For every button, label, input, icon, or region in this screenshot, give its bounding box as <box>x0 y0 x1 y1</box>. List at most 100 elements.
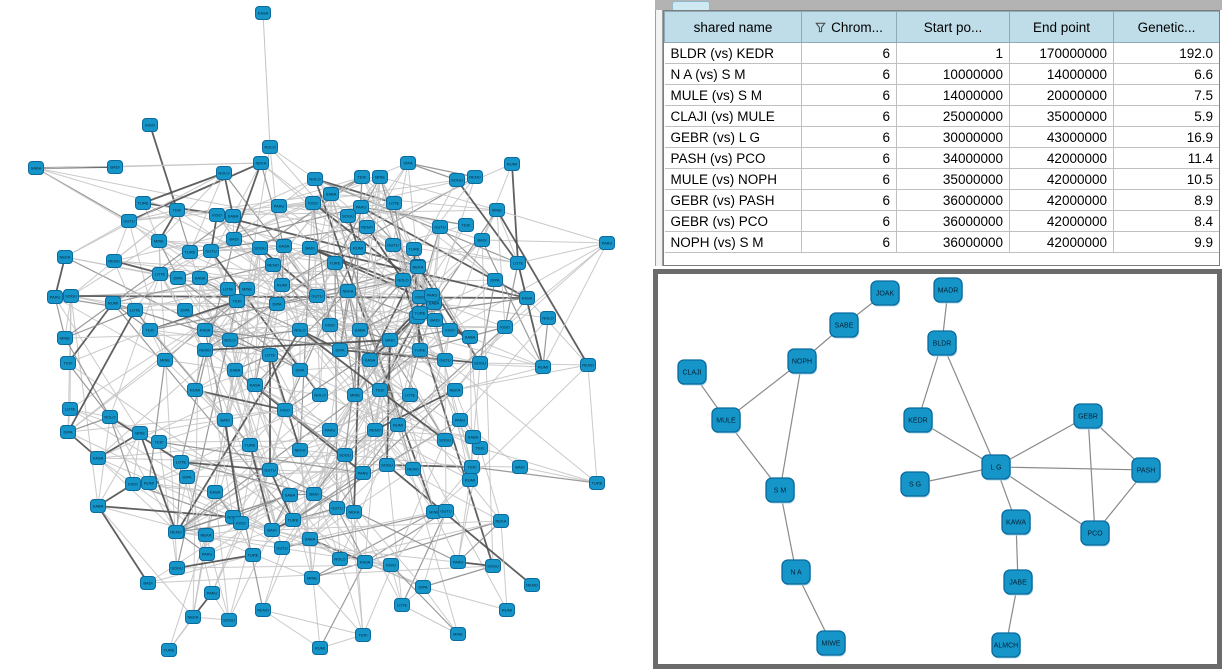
network-node[interactable]: DIPA <box>292 363 308 377</box>
network-edge[interactable] <box>526 297 589 366</box>
network-node[interactable]: MINE <box>304 571 320 585</box>
network-node[interactable]: DIPA <box>487 273 503 287</box>
network-edge[interactable] <box>284 339 391 411</box>
network-edge[interactable] <box>419 297 528 314</box>
network-edge[interactable] <box>139 432 177 533</box>
network-edge[interactable] <box>379 176 498 211</box>
network-edge[interactable] <box>311 520 502 579</box>
network-node[interactable]: SABA <box>323 187 339 201</box>
network-node[interactable]: NEKA <box>185 610 201 624</box>
network-node[interactable]: TURE <box>161 643 177 657</box>
network-edge[interactable] <box>504 326 544 368</box>
column-header-genetic-[interactable]: Genetic... <box>1113 11 1219 43</box>
network-edge[interactable] <box>449 242 608 331</box>
network-node[interactable]: PARU <box>47 290 63 304</box>
network-edge[interactable] <box>995 466 1096 534</box>
network-node[interactable]: GUTU <box>329 501 345 515</box>
network-node[interactable]: KISO <box>233 516 249 530</box>
table-cell[interactable]: 10000000 <box>896 63 1010 85</box>
network-node[interactable]: RENO <box>405 462 421 476</box>
network-edge[interactable] <box>439 226 496 281</box>
network-edge[interactable] <box>67 329 151 364</box>
network-node[interactable]: PARU <box>204 586 220 600</box>
network-node[interactable]: NOLO <box>262 140 278 154</box>
network-node[interactable]: RENO <box>106 254 122 268</box>
network-edge[interactable] <box>97 432 141 507</box>
network-edge[interactable] <box>269 469 364 474</box>
network-edge[interactable] <box>284 247 359 411</box>
network-node[interactable]: KAWA <box>1001 509 1031 536</box>
network-edge[interactable] <box>149 124 178 211</box>
network-edge[interactable] <box>311 511 435 579</box>
network-edge[interactable] <box>339 558 364 636</box>
table-cell[interactable]: 20000000 <box>1009 84 1114 106</box>
network-edge[interactable] <box>517 242 608 264</box>
network-edge[interactable] <box>224 409 286 421</box>
network-edge[interactable] <box>329 349 341 431</box>
network-node[interactable]: TEKI <box>372 383 388 397</box>
network-edge[interactable] <box>299 329 411 396</box>
network-edge[interactable] <box>347 290 456 391</box>
network-node[interactable]: NEKA <box>253 156 269 170</box>
network-node[interactable]: RUMI <box>390 418 406 432</box>
network-node[interactable]: NOLO <box>307 172 323 186</box>
network-edge[interactable] <box>542 317 549 368</box>
network-node[interactable]: TURE <box>589 476 605 490</box>
network-edge[interactable] <box>134 288 229 311</box>
network-edge[interactable] <box>386 464 533 586</box>
network-node[interactable]: KISO <box>305 196 321 210</box>
network-edge[interactable] <box>192 288 248 618</box>
table-cell[interactable]: 42000000 <box>1009 210 1114 232</box>
network-edge[interactable] <box>369 359 502 522</box>
network-node[interactable]: KASA <box>255 6 271 20</box>
network-edge[interactable] <box>339 424 399 560</box>
network-edge[interactable] <box>419 349 461 421</box>
network-node[interactable]: JOAK <box>870 280 900 307</box>
network-edge[interactable] <box>236 300 301 331</box>
table-row[interactable]: NOPH (vs) S M 6 36000000 42000000 9.9 <box>664 231 1219 253</box>
network-node[interactable]: RUMI <box>504 157 520 171</box>
network-node[interactable]: RENO <box>197 343 213 357</box>
network-edge[interactable] <box>176 564 392 569</box>
network-edge[interactable] <box>379 389 388 466</box>
network-edge[interactable] <box>344 454 473 468</box>
network-edge[interactable] <box>232 162 262 217</box>
network-edge[interactable] <box>205 534 494 567</box>
network-edge[interactable] <box>354 394 435 513</box>
network-node[interactable]: RUMI <box>350 241 366 255</box>
table-cell[interactable]: 14000000 <box>896 84 1010 106</box>
network-edge[interactable] <box>369 359 544 368</box>
network-node[interactable]: KISO <box>383 558 399 572</box>
network-node[interactable]: KASA <box>519 291 535 305</box>
network-edge[interactable] <box>479 447 598 484</box>
network-node[interactable]: NOLO <box>540 311 556 325</box>
network-node[interactable]: S G <box>900 471 930 498</box>
network-edge[interactable] <box>206 529 273 555</box>
network-node[interactable]: MIWE <box>816 630 846 657</box>
network-edge[interactable] <box>204 319 436 331</box>
network-edge[interactable] <box>148 359 166 484</box>
network-edge[interactable] <box>329 394 411 431</box>
network-edge[interactable] <box>148 482 207 536</box>
network-node[interactable]: NOLO <box>395 273 411 287</box>
network-edge[interactable] <box>223 172 234 217</box>
network-node[interactable]: KASA <box>192 271 208 285</box>
column-header-chrom-[interactable]: Chrom... <box>801 11 897 43</box>
network-node[interactable]: MINE <box>450 627 466 641</box>
network-node[interactable]: LOTE <box>152 267 168 281</box>
network-node[interactable]: RENO <box>524 578 540 592</box>
network-node[interactable]: TURE <box>245 548 261 562</box>
network-edge[interactable] <box>469 364 589 481</box>
network-edge[interactable] <box>344 454 364 636</box>
network-node[interactable]: PARU <box>353 200 369 214</box>
table-cell[interactable]: 6 <box>801 231 897 253</box>
network-edge[interactable] <box>281 247 359 286</box>
network-node[interactable]: GUTU <box>437 353 453 367</box>
network-edge[interactable] <box>336 454 346 509</box>
network-edge[interactable] <box>269 409 286 471</box>
network-edge[interactable] <box>109 416 134 485</box>
table-cell[interactable]: 36000000 <box>896 189 1010 211</box>
network-node[interactable]: GUTU <box>262 463 278 477</box>
network-edge[interactable] <box>158 240 178 569</box>
network-edge[interactable] <box>262 12 271 148</box>
